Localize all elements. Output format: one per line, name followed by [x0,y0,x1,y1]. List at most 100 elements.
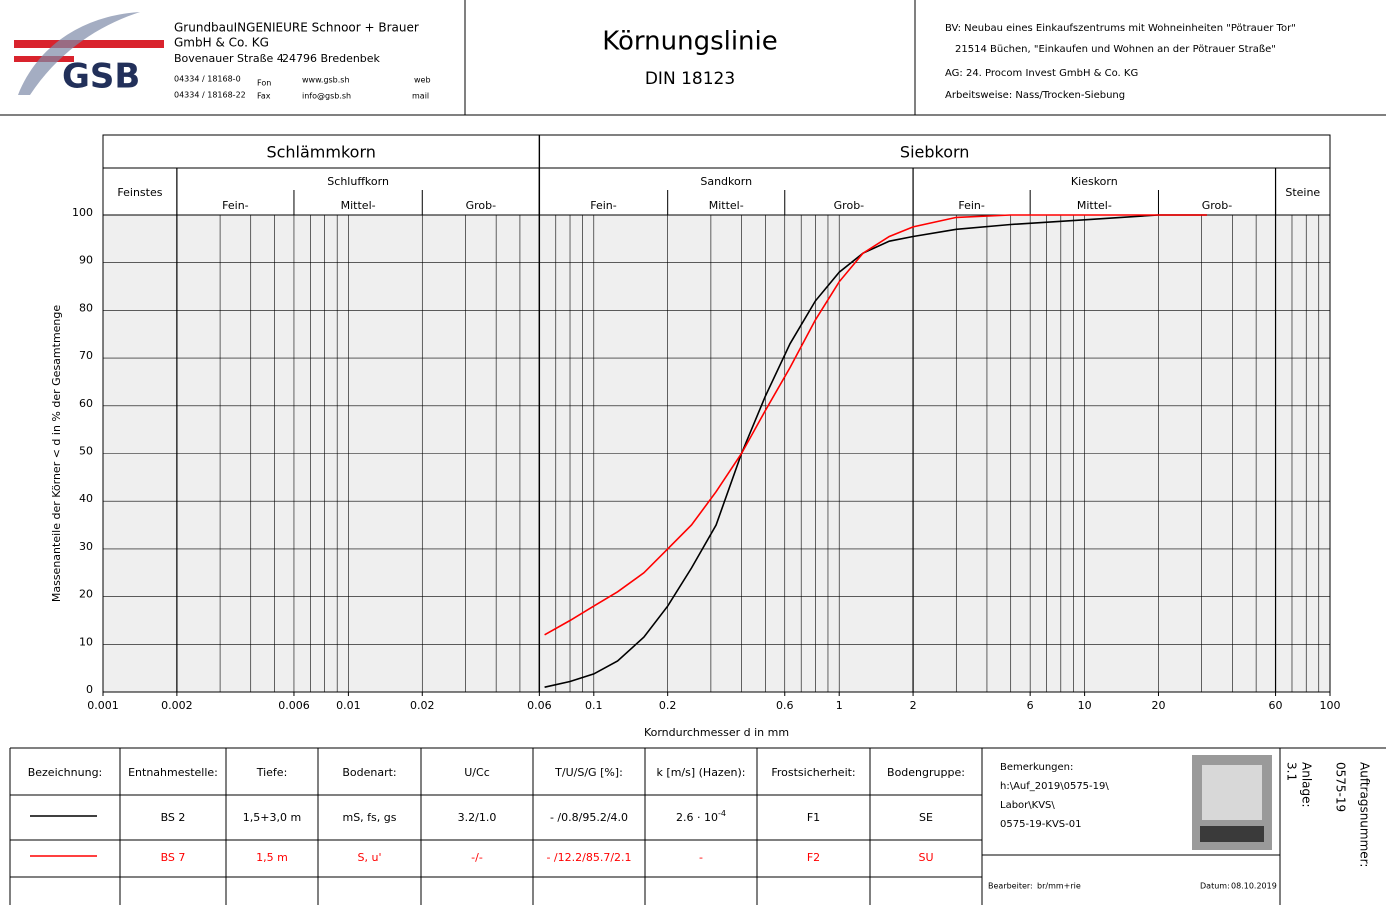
title: Körnungslinie [602,27,778,57]
x-tick-label: 0.2 [659,699,677,712]
company-name: GrundbauINGENIEURE Schnoor + Brauer [174,21,419,35]
x-tick-label: 100 [1320,699,1341,712]
zone-group-label: Steine [1285,186,1320,199]
y-tick-label: 60 [79,397,93,410]
project-line: AG: 24. Procom Invest GmbH & Co. KG [945,68,1138,79]
column-header: Entnahmestelle: [128,766,218,779]
zone-sub-label: Mittel- [709,199,744,212]
company-form: GmbH & Co. KG [174,36,269,50]
zone-sub-label: Grob- [1202,199,1233,212]
table-cell: F1 [807,811,820,824]
zone-sub-label: Grob- [834,199,865,212]
permeability-base: - [699,851,703,864]
column-header: Bezeichnung: [28,766,103,779]
zone-group-label: Schluffkorn [327,175,389,188]
logo-bar [14,40,164,48]
zone-sub-label: Mittel- [341,199,376,212]
date-label: Datum: [1200,882,1230,891]
remarks-line: 0575-19-KVS-01 [1000,819,1081,830]
company-street: Bovenauer Straße 4 [174,52,284,65]
company-city: 24796 Bredenbek [282,52,381,65]
y-tick-label: 80 [79,301,93,314]
x-tick-label: 0.02 [410,699,435,712]
x-axis-label: Korndurchmesser d in mm [644,726,789,739]
x-tick-label: 6 [1027,699,1034,712]
y-tick-label: 30 [79,540,93,553]
y-tick-label: 0 [86,683,93,696]
permeability: 2.6 · 10-4 [676,809,726,825]
order-label: Auftragsnummer: [1358,762,1372,867]
table-cell: SE [919,811,933,824]
x-tick-label: 0.006 [278,699,310,712]
phone: 04334 / 18168-0 [174,75,241,84]
zone-sub-label: Mittel- [1077,199,1112,212]
zone-group-label: Sandkorn [700,175,752,188]
column-header: Frostsicherheit: [771,766,855,779]
zone-group-label: Feinstes [117,186,162,199]
x-tick-label: 0.002 [161,699,193,712]
x-tick-label: 0.1 [585,699,603,712]
table-cell: -/- [471,851,483,864]
y-axis-label: Massenanteile der Körner < d in % der Ge… [50,305,63,603]
zone-main-label: Siebkorn [900,143,970,162]
date: 08.10.2019 [1231,882,1277,891]
table-cell: SU [918,851,933,864]
x-tick-label: 0.6 [776,699,794,712]
table-cell: - /0.8/95.2/4.0 [550,811,628,824]
table-cell: 1,5+3,0 m [243,811,301,824]
mail-label: mail [412,92,429,101]
x-tick-label: 1 [836,699,843,712]
permeability: - [699,851,703,864]
attachment-label: Anlage: [1300,762,1314,808]
web: www.gsb.sh [302,76,350,85]
remarks-line: h:\Auf_2019\0575-19\ [1000,781,1109,792]
x-tick-label: 0.06 [527,699,552,712]
zone-sub-label: Fein- [958,199,985,212]
remarks-line: Labor\KVS\ [1000,800,1055,811]
order-value: 0575-19 [1334,762,1348,812]
project-line: Arbeitsweise: Nass/Trocken-Siebung [945,90,1125,101]
x-tick-label: 0.001 [87,699,119,712]
remarks-label: Bemerkungen: [1000,762,1073,773]
sample-table: Bemerkungen: h:\Auf_2019\0575-19\ Labor\… [10,748,1386,905]
y-tick-label: 20 [79,588,93,601]
y-tick-label: 90 [79,254,93,267]
editor: br/mm+rie [1037,882,1081,891]
y-tick-label: 50 [79,445,93,458]
x-tick-label: 10 [1078,699,1092,712]
table-cell: 3.2/1.0 [458,811,497,824]
zone-main-label: Schlämmkorn [266,143,375,162]
column-header: Bodengruppe: [887,766,965,779]
column-header: Bodenart: [342,766,396,779]
permeability-exponent: -4 [718,809,726,818]
zone-sub-label: Grob- [466,199,497,212]
y-tick-label: 10 [79,635,93,648]
permeability-base: 2.6 · 10 [676,811,718,824]
table-cell: F2 [807,851,820,864]
table-cell: - /12.2/85.7/2.1 [546,851,631,864]
fax-label: Fax [257,92,271,101]
x-tick-label: 20 [1151,699,1165,712]
x-tick-label: 60 [1269,699,1283,712]
attachment-value: 3.1 [1285,762,1299,781]
zone-group-label: Kieskorn [1071,175,1118,188]
fax: 04334 / 18168-22 [174,91,246,100]
x-tick-label: 2 [910,699,917,712]
project-line: BV: Neubau eines Einkaufszentrums mit Wo… [945,23,1296,34]
x-tick-label: 0.01 [336,699,361,712]
page: GSB GrundbauINGENIEURE Schnoor + Brauer … [0,0,1386,905]
y-tick-label: 100 [72,206,93,219]
zone-sub-label: Fein- [222,199,249,212]
sample-name: BS 2 [161,811,186,824]
y-tick-label: 40 [79,492,93,505]
table-cell: 1,5 m [256,851,288,864]
grain-size-chart: 0 10 20 30 40 50 60 70 80 90 100 0.001 0.002 0.006 0.0… [50,135,1341,739]
y-tick-label: 70 [79,349,93,362]
table-cell: mS, fs, gs [342,811,396,824]
table-cell: S, u' [358,851,382,864]
column-header: k [m/s] (Hazen): [657,766,746,779]
column-header: T/U/S/G [%]: [554,766,623,779]
column-header: U/Cc [464,766,490,779]
zone-sub-label: Fein- [590,199,617,212]
sample-name: BS 7 [161,851,186,864]
